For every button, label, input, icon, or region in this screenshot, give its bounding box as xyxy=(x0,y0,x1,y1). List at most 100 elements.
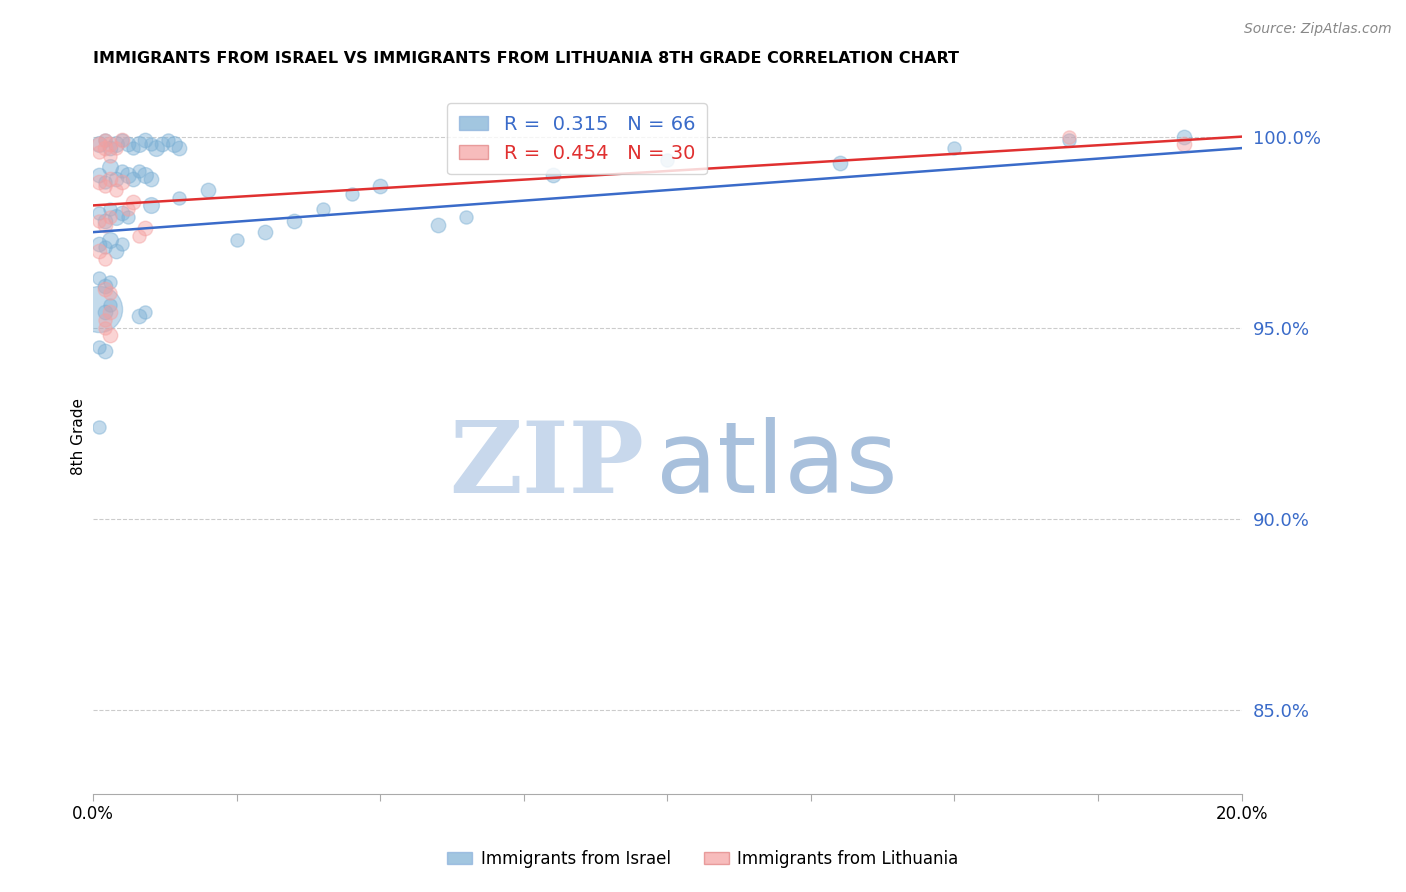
Point xyxy=(93,313,115,327)
Point xyxy=(541,168,564,182)
Point xyxy=(87,206,110,220)
Point xyxy=(111,133,134,147)
Point xyxy=(134,133,156,147)
Point xyxy=(128,137,150,152)
Point xyxy=(139,137,162,152)
Point xyxy=(93,176,115,190)
Point xyxy=(93,320,115,334)
Point xyxy=(100,149,122,163)
Point xyxy=(657,153,679,167)
Point xyxy=(134,221,156,235)
Point xyxy=(100,275,122,289)
Point xyxy=(87,236,110,251)
Legend: R =  0.315   N = 66, R =  0.454   N = 30: R = 0.315 N = 66, R = 0.454 N = 30 xyxy=(447,103,707,175)
Point xyxy=(93,133,115,147)
Point xyxy=(145,141,167,155)
Point xyxy=(1173,137,1195,152)
Point xyxy=(128,229,150,244)
Legend: Immigrants from Israel, Immigrants from Lithuania: Immigrants from Israel, Immigrants from … xyxy=(440,844,966,875)
Point xyxy=(105,244,128,259)
Point xyxy=(169,191,191,205)
Point xyxy=(197,183,219,197)
Point xyxy=(93,218,115,232)
Point xyxy=(105,210,128,224)
Point xyxy=(150,137,173,152)
Y-axis label: 8th Grade: 8th Grade xyxy=(72,398,86,475)
Point xyxy=(828,156,851,170)
Point xyxy=(87,271,110,285)
Text: IMMIGRANTS FROM ISRAEL VS IMMIGRANTS FROM LITHUANIA 8TH GRADE CORRELATION CHART: IMMIGRANTS FROM ISRAEL VS IMMIGRANTS FRO… xyxy=(93,51,959,66)
Text: ZIP: ZIP xyxy=(450,417,644,514)
Point xyxy=(87,137,110,152)
Point xyxy=(1059,133,1081,147)
Point xyxy=(93,133,115,147)
Point xyxy=(93,141,115,155)
Point xyxy=(111,206,134,220)
Point xyxy=(139,171,162,186)
Point xyxy=(456,210,478,224)
Point xyxy=(111,164,134,178)
Point xyxy=(1173,129,1195,144)
Point xyxy=(93,179,115,194)
Point xyxy=(100,171,122,186)
Point xyxy=(100,286,122,301)
Point xyxy=(100,202,122,217)
Point xyxy=(87,168,110,182)
Point xyxy=(117,210,139,224)
Point xyxy=(100,210,122,224)
Point xyxy=(225,233,247,247)
Point xyxy=(254,225,277,239)
Point xyxy=(105,171,128,186)
Point xyxy=(117,137,139,152)
Point xyxy=(111,176,134,190)
Point xyxy=(426,218,449,232)
Point xyxy=(105,141,128,155)
Point xyxy=(93,240,115,254)
Point xyxy=(100,305,122,319)
Point xyxy=(134,168,156,182)
Point xyxy=(93,278,115,293)
Point xyxy=(368,179,391,194)
Point xyxy=(943,141,966,155)
Point xyxy=(156,133,179,147)
Point xyxy=(100,328,122,343)
Point xyxy=(87,176,110,190)
Point xyxy=(111,133,134,147)
Point xyxy=(1059,129,1081,144)
Point xyxy=(117,168,139,182)
Point xyxy=(100,141,122,155)
Point xyxy=(134,305,156,319)
Point xyxy=(87,137,110,152)
Point xyxy=(139,198,162,212)
Point xyxy=(122,194,145,209)
Point xyxy=(100,160,122,174)
Point xyxy=(87,420,110,434)
Point xyxy=(169,141,191,155)
Point xyxy=(283,213,305,227)
Point xyxy=(122,171,145,186)
Point xyxy=(340,186,363,201)
Point xyxy=(87,244,110,259)
Point xyxy=(93,305,115,319)
Point xyxy=(122,141,145,155)
Point xyxy=(128,309,150,323)
Point xyxy=(100,137,122,152)
Text: Source: ZipAtlas.com: Source: ZipAtlas.com xyxy=(1244,22,1392,37)
Point xyxy=(128,164,150,178)
Point xyxy=(93,343,115,358)
Point xyxy=(93,213,115,227)
Point xyxy=(93,252,115,266)
Point xyxy=(162,137,184,152)
Point xyxy=(312,202,335,217)
Point xyxy=(105,183,128,197)
Point xyxy=(87,213,110,227)
Point xyxy=(87,145,110,159)
Point xyxy=(100,233,122,247)
Point xyxy=(87,340,110,354)
Text: atlas: atlas xyxy=(657,417,897,514)
Point xyxy=(100,298,122,312)
Point xyxy=(87,301,110,316)
Point xyxy=(93,282,115,296)
Point xyxy=(117,202,139,217)
Point xyxy=(105,137,128,152)
